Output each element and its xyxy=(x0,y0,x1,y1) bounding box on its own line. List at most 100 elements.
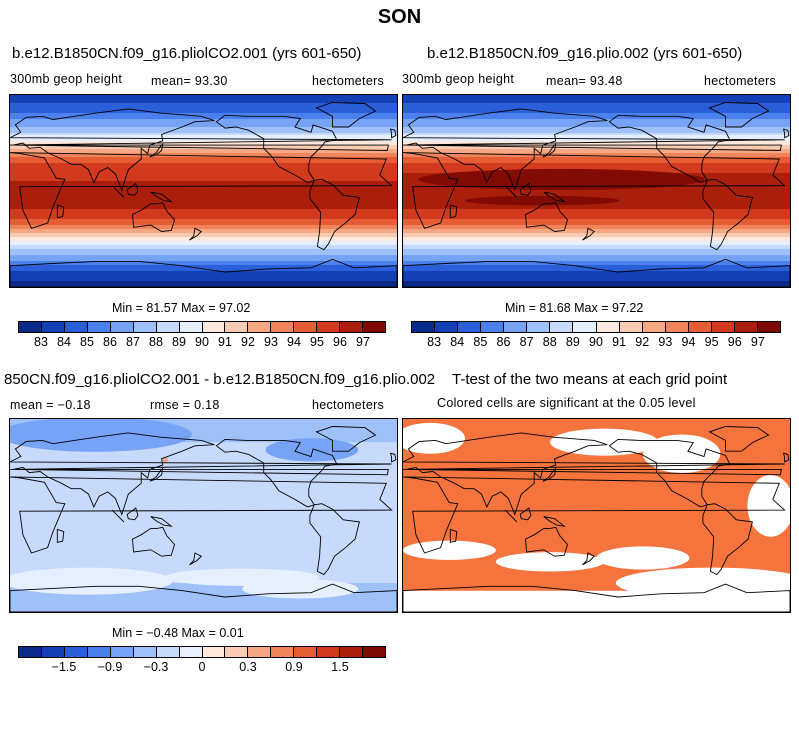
top-right-map-band xyxy=(403,229,790,232)
top-right-map-band xyxy=(403,207,790,210)
top-right-map-band xyxy=(403,251,790,254)
top-right-map-coastline xyxy=(403,152,786,229)
bottom-left-colorbar-tick-label: 1.5 xyxy=(331,660,349,674)
top-left-title: b.e12.B1850CN.f09_g16.pliolCO2.001 (yrs … xyxy=(12,45,362,62)
bottom-left-colorbar-swatch xyxy=(87,647,111,657)
top-left-colorbar-tick-label: 86 xyxy=(103,335,117,349)
top-left-map-band xyxy=(10,245,397,248)
top-left-map-band xyxy=(10,259,397,262)
top-left-map-band xyxy=(10,163,397,166)
top-right-map-band xyxy=(403,267,790,270)
top-left-map-coastline xyxy=(10,108,392,192)
top-right-map-band xyxy=(403,269,790,272)
top-right-map-band xyxy=(403,127,790,130)
top-left-map-band xyxy=(10,95,397,98)
bottom-left-colorbar-swatch xyxy=(41,647,65,657)
top-left-map-band xyxy=(10,277,397,280)
top-left-colorbar-swatch xyxy=(133,322,157,332)
bottom-left-map-coastline xyxy=(149,466,164,482)
top-left-colorbar-tick-label: 85 xyxy=(80,335,94,349)
top-right-map-band xyxy=(403,277,790,280)
bottom-left-colorbar-swatch xyxy=(133,647,157,657)
top-right-map-band xyxy=(403,219,790,222)
bottom-right-map-coastline xyxy=(702,503,753,576)
bottom-right-map-coastline xyxy=(403,432,785,516)
top-right-colorbar-swatch xyxy=(734,322,758,332)
top-left-map-coastline xyxy=(189,227,203,241)
top-right-colorbar-swatch xyxy=(757,322,780,332)
top-left-map-band xyxy=(10,131,397,134)
top-right-colorbar-tick-label: 93 xyxy=(658,335,673,349)
top-left-map-band xyxy=(10,205,397,208)
bottom-right-map-coastline xyxy=(525,526,569,557)
top-right-map-band xyxy=(403,165,790,168)
top-right-map-band xyxy=(403,209,790,212)
top-right-map-band xyxy=(403,117,790,120)
top-right-colorbar-tick-label: 97 xyxy=(750,335,765,349)
top-left-map-band xyxy=(10,265,397,268)
top-left-colorbar-tick-label: 90 xyxy=(195,335,209,349)
top-left-map-band xyxy=(10,107,397,110)
top-right-mean: mean= 93.48 xyxy=(546,74,623,88)
top-right-colorbar-tick-label: 83 xyxy=(427,335,442,349)
top-left-colorbar-swatch xyxy=(363,322,385,332)
top-left-map-band xyxy=(10,137,397,140)
figure-title: SON xyxy=(377,6,422,28)
bottom-right-map-coastline xyxy=(708,426,770,452)
top-right-map-band xyxy=(403,257,790,260)
bottom-right-subtitle: Colored cells are significant at the 0.0… xyxy=(437,396,696,410)
bottom-right-map-insignificant-area xyxy=(403,540,496,560)
top-left-map-band xyxy=(10,215,397,218)
top-right-map-max-region xyxy=(418,168,705,191)
top-left-colorbar-swatch xyxy=(271,322,295,332)
top-right-title: b.e12.B1850CN.f09_g16.plio.002 (yrs 601-… xyxy=(427,45,743,62)
top-left-map-band xyxy=(10,179,397,182)
top-right-map-coastline xyxy=(782,128,790,139)
top-left-colorbar-swatch xyxy=(19,322,42,332)
top-left-map-band xyxy=(10,157,397,160)
top-left-colorbar-tick-label: 97 xyxy=(356,335,370,349)
top-right-minmax: Min = 81.68 Max = 97.22 xyxy=(505,301,644,315)
top-left-map-band xyxy=(10,219,397,222)
top-left-map-band xyxy=(10,105,397,108)
bottom-right-map-coastline xyxy=(542,466,557,482)
top-left-map-band xyxy=(10,119,397,122)
top-left-colorbar-swatch xyxy=(41,322,65,332)
bottom-left-map-positive-cell xyxy=(162,457,168,463)
top-left-map-band xyxy=(10,283,397,286)
top-left-map-band xyxy=(10,175,397,178)
top-right-map-coastline xyxy=(403,258,790,287)
top-right-map-coastline xyxy=(582,227,596,241)
top-right-colorbar-swatch xyxy=(665,322,689,332)
top-right-map-band xyxy=(403,163,790,166)
top-right-map-band xyxy=(403,123,790,126)
top-right-map-band xyxy=(403,285,790,287)
top-left-map-band xyxy=(10,103,397,106)
top-left-map-band xyxy=(10,125,397,128)
bottom-left-colorbar-swatch xyxy=(225,647,249,657)
top-right-map-band xyxy=(403,191,790,194)
top-left-map-band xyxy=(10,257,397,260)
bottom-left-colorbar-tick-label: 0.9 xyxy=(285,660,303,674)
top-left-map-band xyxy=(10,239,397,242)
top-left-minmax: Min = 81.57 Max = 97.02 xyxy=(112,301,251,315)
top-left-map-coastline xyxy=(111,185,125,198)
top-left-map-band xyxy=(10,285,397,287)
top-right-map-band xyxy=(403,213,790,216)
top-right-map-band xyxy=(403,223,790,226)
bottom-left-map-coastline xyxy=(10,432,392,516)
top-left-colorbar-tick-label: 93 xyxy=(264,335,278,349)
bottom-right-map-coastline xyxy=(519,507,532,521)
top-right-colorbar-swatch xyxy=(619,322,643,332)
bottom-left-colorbar-tick-label: −0.9 xyxy=(97,660,123,674)
bottom-left-colorbar-swatch xyxy=(179,647,203,657)
top-right-map-band xyxy=(403,249,790,252)
top-left-map xyxy=(9,94,398,288)
top-right-map-band xyxy=(403,227,790,230)
top-left-colorbar-swatch xyxy=(87,322,111,332)
top-left-map-band xyxy=(10,217,397,220)
top-left-map-band xyxy=(10,135,397,138)
top-right-colorbar-tick-label: 85 xyxy=(473,335,488,349)
top-right-map-band xyxy=(403,143,790,146)
top-left-map-band xyxy=(10,189,397,192)
